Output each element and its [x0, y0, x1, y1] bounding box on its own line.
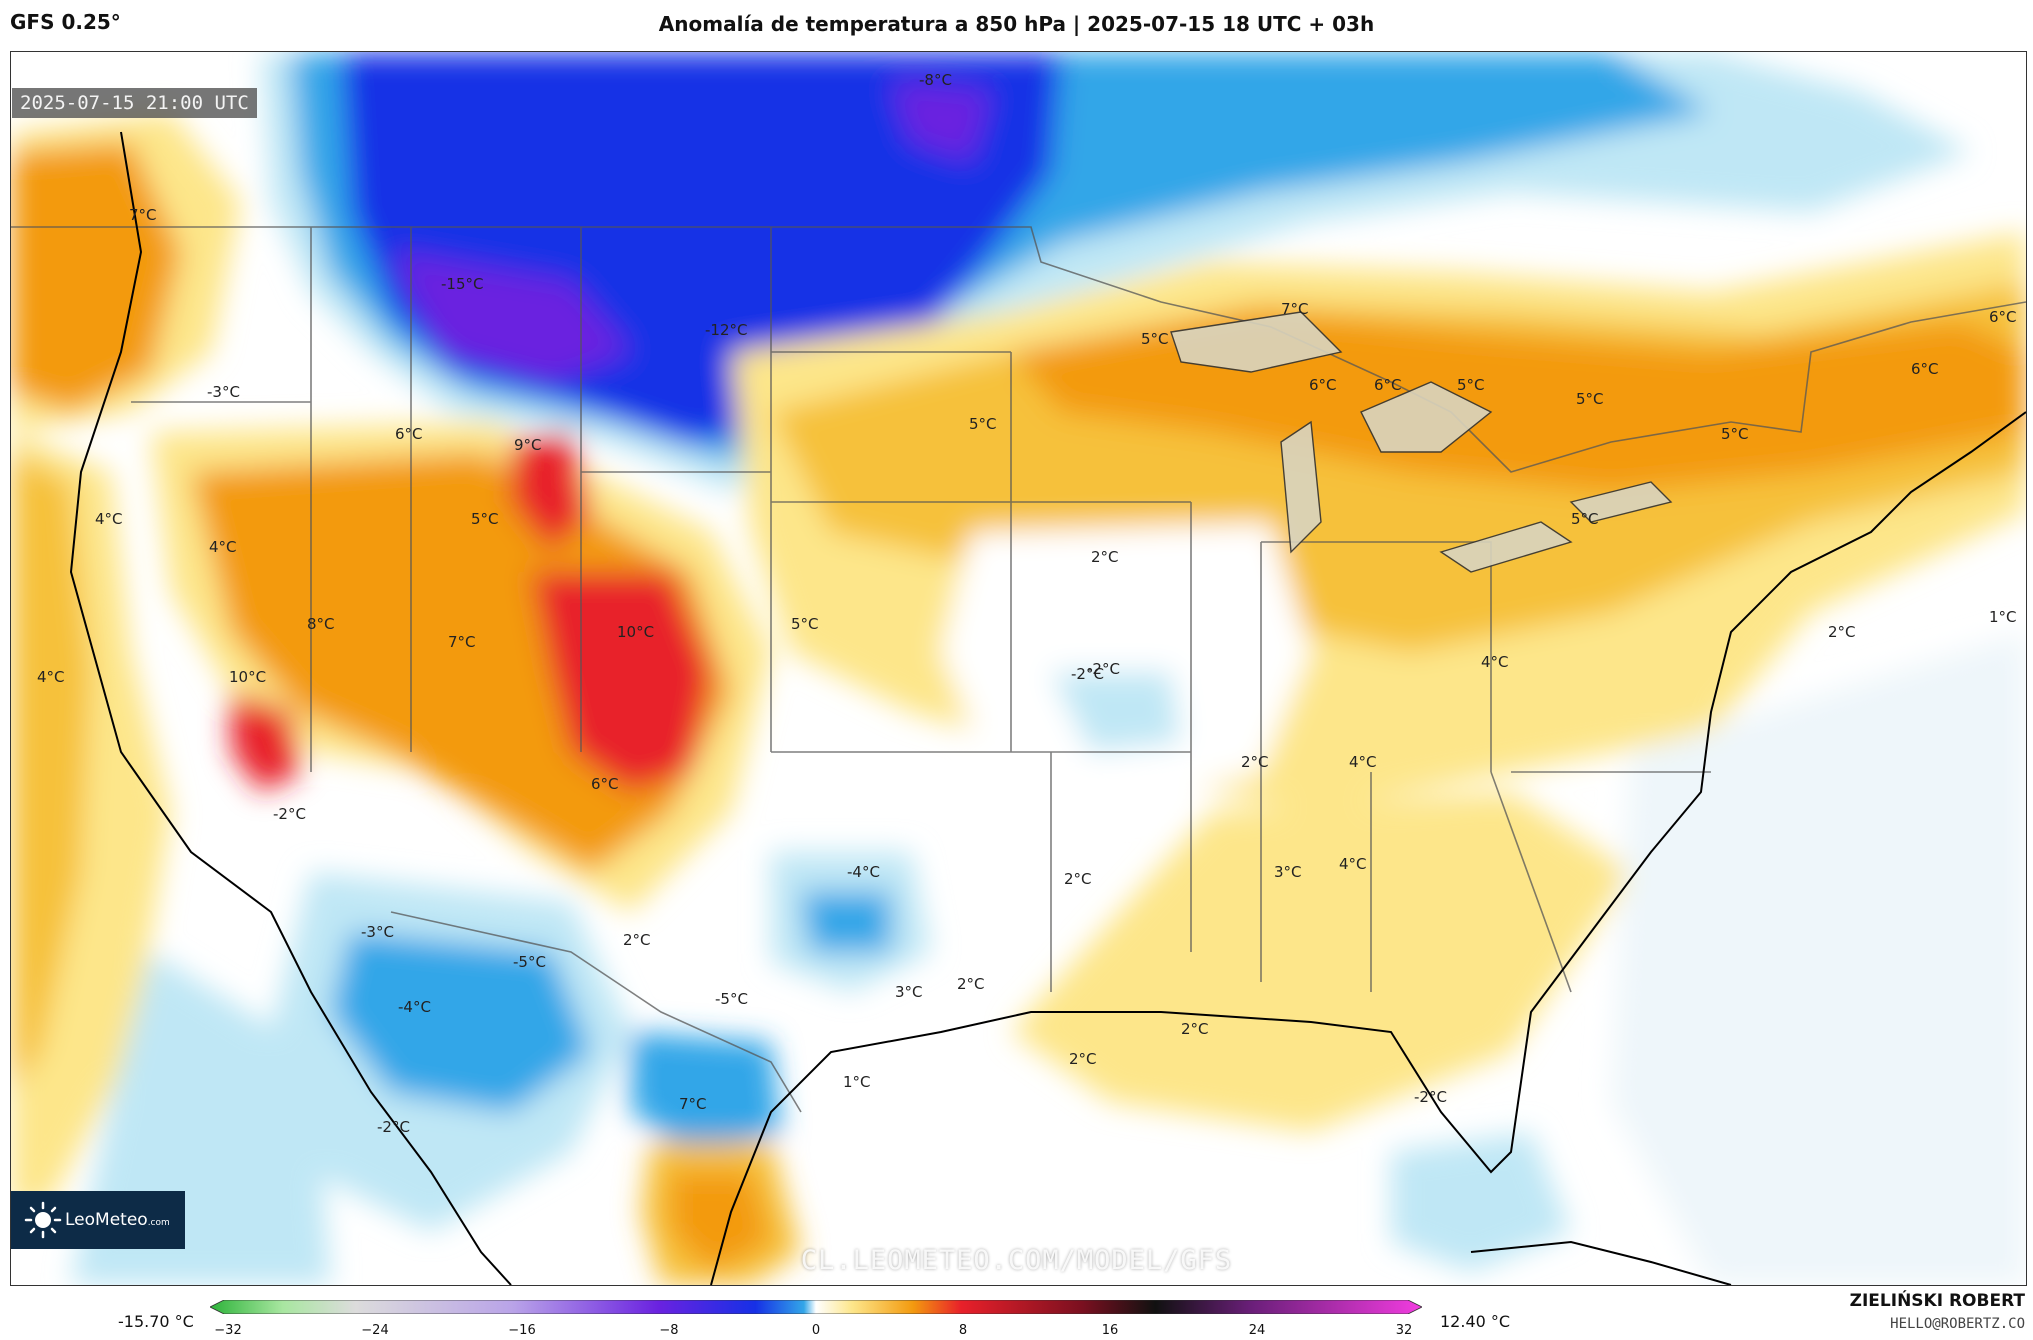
contour-label: 8°C: [307, 615, 335, 633]
contour-label: 5°C: [791, 615, 819, 633]
contour-label: -2°C: [1414, 1088, 1447, 1106]
contour-label: -15°C: [441, 275, 483, 293]
colorbar: [210, 1300, 1422, 1314]
contour-label: 6°C: [1989, 308, 2017, 326]
contour-label: -5°C: [715, 990, 748, 1008]
contour-label: 4°C: [95, 510, 123, 528]
contour-labels: -8°C 7°C -15°C -12°C -3°C 6°C 9°C 7°C 5°…: [37, 71, 2017, 1136]
contour-label: -5°C: [513, 953, 546, 971]
contour-label: 5°C: [1721, 425, 1749, 443]
contour-label: 6°C: [1374, 376, 1402, 394]
contour-label: 10°C: [617, 623, 654, 641]
contour-label: 1°C: [843, 1073, 871, 1091]
colorbar-tick-label: 0: [811, 1323, 821, 1338]
contour-label: -12°C: [705, 321, 747, 339]
contour-label: 9°C: [514, 436, 542, 454]
contour-label: 6°C: [395, 425, 423, 443]
contour-label: 4°C: [1481, 653, 1509, 671]
contour-label: -3°C: [207, 383, 240, 401]
colorbar-tick-label: −32: [214, 1323, 242, 1338]
contour-label: 2°C: [1828, 623, 1856, 641]
contour-label: 3°C: [1274, 863, 1302, 881]
contour-label: 2°C: [1064, 870, 1092, 888]
colorbar-tick-label: 24: [1248, 1323, 1266, 1338]
contour-label: 7°C: [679, 1095, 707, 1113]
contour-label: -2°C: [1087, 660, 1120, 678]
colorbar-max-label: 12.40 °C: [1440, 1312, 1511, 1331]
contour-label: 6°C: [1911, 360, 1939, 378]
map-title: Anomalía de temperatura a 850 hPa | 2025…: [658, 12, 1375, 36]
contour-label: 4°C: [37, 668, 65, 686]
contour-label: 5°C: [1141, 330, 1169, 348]
contour-label: 5°C: [471, 510, 499, 528]
author-credit: ZIELIŃSKI ROBERT: [1849, 1291, 2025, 1311]
contour-label: 6°C: [1309, 376, 1337, 394]
contour-label: 2°C: [1091, 548, 1119, 566]
colorbar-tick-label: −8: [659, 1323, 679, 1338]
contour-label: -8°C: [919, 71, 952, 89]
contour-label: 2°C: [1181, 1020, 1209, 1038]
watermark: CL.LEOMETEO.COM/MODEL/GFS: [800, 1245, 1233, 1276]
contour-label: 7°C: [1281, 300, 1309, 318]
leometeo-logo[interactable]: LeoMeteo.com: [11, 1191, 185, 1249]
contour-label: 3°C: [895, 983, 923, 1001]
contour-label: 2°C: [623, 931, 651, 949]
colorbar-tick-label: 16: [1101, 1323, 1119, 1338]
contour-label: 2°C: [957, 975, 985, 993]
contour-label: 5°C: [969, 415, 997, 433]
contour-label: 6°C: [591, 775, 619, 793]
sun-icon: [24, 1201, 62, 1239]
model-name: GFS 0.25°: [10, 10, 121, 34]
contour-label: 4°C: [1339, 855, 1367, 873]
contour-label: 2°C: [1069, 1050, 1097, 1068]
contour-label: 7°C: [448, 633, 476, 651]
contour-label: 4°C: [209, 538, 237, 556]
valid-time-badge: 2025-07-15 21:00 UTC: [12, 88, 257, 118]
contour-label: -4°C: [847, 863, 880, 881]
contour-label: 5°C: [1576, 390, 1604, 408]
colorbar-tick-label: 32: [1395, 1323, 1413, 1338]
contour-label: 7°C: [129, 206, 157, 224]
contour-label: 1°C: [1989, 608, 2017, 626]
contour-label: -4°C: [398, 998, 431, 1016]
colorbar-tick-label: −24: [361, 1323, 389, 1338]
contour-label: -2°C: [377, 1118, 410, 1136]
colorbar-tick-label: −16: [508, 1323, 536, 1338]
contour-label: 10°C: [229, 668, 266, 686]
map-canvas: -8°C 7°C -15°C -12°C -3°C 6°C 9°C 7°C 5°…: [11, 52, 2026, 1285]
contour-label: -2°C: [1071, 665, 1104, 683]
contour-label: 5°C: [1457, 376, 1485, 394]
contour-label: -3°C: [361, 923, 394, 941]
logo-text: LeoMeteo.com: [65, 1210, 170, 1230]
contour-label: 5°C: [1571, 510, 1599, 528]
author-email[interactable]: HELLO@ROBERTZ.CO: [1890, 1316, 2025, 1332]
anomaly-map[interactable]: -8°C 7°C -15°C -12°C -3°C 6°C 9°C 7°C 5°…: [10, 51, 2027, 1286]
contour-label: 4°C: [1349, 753, 1377, 771]
contour-label: -2°C: [273, 805, 306, 823]
colorbar-tick-label: 8: [958, 1323, 968, 1338]
contour-label: 2°C: [1241, 753, 1269, 771]
colorbar-min-label: -15.70 °C: [118, 1312, 194, 1331]
